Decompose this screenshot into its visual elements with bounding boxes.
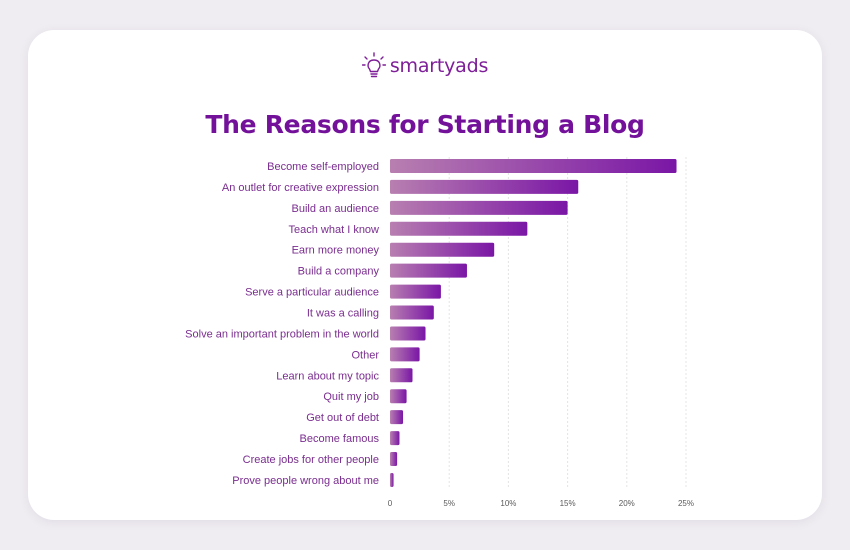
bar: [390, 368, 413, 383]
bar: [390, 242, 495, 257]
category-label: An outlet for creative expression: [222, 182, 379, 194]
bar: [390, 263, 467, 278]
bar: [390, 200, 568, 215]
category-label: Prove people wrong about me: [232, 475, 379, 487]
category-label: Learn about my topic: [276, 370, 379, 382]
category-label: It was a calling: [307, 308, 379, 320]
category-label: Get out of debt: [306, 412, 379, 424]
brand-name: smartyads: [389, 55, 489, 77]
x-tick-label: 15%: [560, 499, 576, 508]
bars: [390, 159, 677, 487]
bar: [390, 221, 528, 236]
category-label: Quit my job: [323, 391, 379, 403]
category-label: Create jobs for other people: [243, 454, 379, 466]
x-tick-label: 5%: [443, 499, 455, 508]
bar: [390, 284, 441, 299]
bar: [390, 179, 579, 194]
category-label: Earn more money: [292, 245, 380, 257]
bar: [390, 410, 404, 425]
lightbulb-icon: [361, 52, 386, 80]
bar: [390, 389, 407, 404]
x-tick-label: 20%: [619, 499, 635, 508]
category-label: Solve an important problem in the world: [185, 328, 379, 340]
category-label: Other: [351, 349, 379, 361]
category-label: Build a company: [298, 266, 380, 278]
bar: [390, 431, 400, 446]
grid-lines: [448, 157, 687, 489]
category-label: Become famous: [300, 433, 380, 445]
bar: [390, 159, 677, 173]
category-label: Serve a particular audience: [245, 287, 379, 299]
x-axis-ticks: 0 5% 10% 15% 20% 25%: [388, 499, 694, 508]
bar: [390, 452, 398, 467]
category-label: Build an audience: [292, 203, 379, 215]
chart-card: smartyads The Reasons for Starting a Blo…: [28, 30, 822, 520]
x-tick-label: 0: [388, 499, 393, 508]
bar: [390, 347, 420, 362]
x-tick-label: 25%: [678, 499, 694, 508]
category-label: Teach what I know: [289, 224, 380, 236]
category-labels: Become self-employed An outlet for creati…: [185, 161, 379, 487]
bar: [390, 472, 394, 487]
category-label: Become self-employed: [267, 161, 379, 173]
bar: [390, 305, 434, 320]
brand-logo: smartyads: [28, 52, 822, 80]
bar: [390, 326, 426, 341]
chart-title: The Reasons for Starting a Blog: [205, 110, 645, 139]
x-tick-label: 10%: [500, 499, 516, 508]
